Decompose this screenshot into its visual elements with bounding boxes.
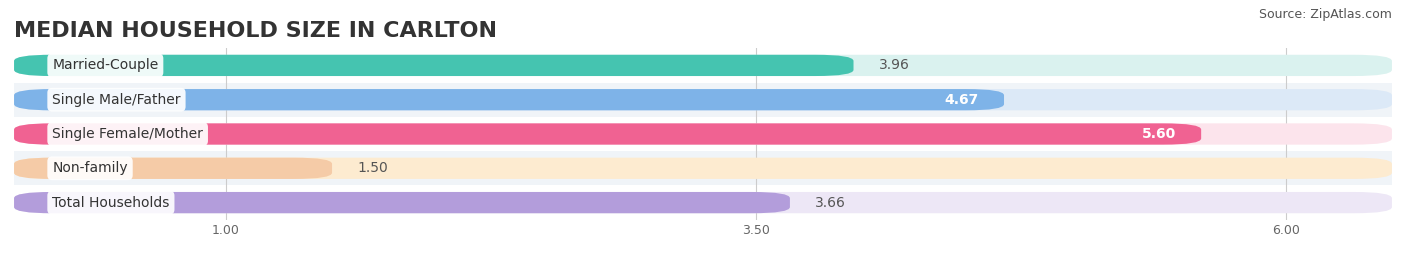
FancyBboxPatch shape	[14, 83, 1392, 117]
Text: 4.67: 4.67	[945, 93, 979, 107]
Text: MEDIAN HOUSEHOLD SIZE IN CARLTON: MEDIAN HOUSEHOLD SIZE IN CARLTON	[14, 21, 498, 41]
Text: Source: ZipAtlas.com: Source: ZipAtlas.com	[1258, 8, 1392, 21]
FancyBboxPatch shape	[14, 158, 1392, 179]
FancyBboxPatch shape	[14, 89, 1392, 110]
Text: 3.66: 3.66	[815, 196, 846, 210]
Text: Single Female/Mother: Single Female/Mother	[52, 127, 202, 141]
Text: 5.60: 5.60	[1142, 127, 1175, 141]
FancyBboxPatch shape	[14, 89, 1004, 110]
FancyBboxPatch shape	[14, 185, 1392, 220]
Text: Total Households: Total Households	[52, 196, 170, 210]
FancyBboxPatch shape	[14, 192, 790, 213]
Text: 1.50: 1.50	[357, 161, 388, 175]
FancyBboxPatch shape	[14, 123, 1201, 145]
FancyBboxPatch shape	[14, 123, 1392, 145]
FancyBboxPatch shape	[14, 192, 1392, 213]
FancyBboxPatch shape	[14, 117, 1392, 151]
FancyBboxPatch shape	[14, 158, 332, 179]
FancyBboxPatch shape	[14, 55, 853, 76]
FancyBboxPatch shape	[14, 55, 1392, 76]
Text: Non-family: Non-family	[52, 161, 128, 175]
Text: Single Male/Father: Single Male/Father	[52, 93, 181, 107]
Text: Married-Couple: Married-Couple	[52, 58, 159, 72]
FancyBboxPatch shape	[14, 48, 1392, 83]
FancyBboxPatch shape	[14, 151, 1392, 185]
Text: 3.96: 3.96	[879, 58, 910, 72]
